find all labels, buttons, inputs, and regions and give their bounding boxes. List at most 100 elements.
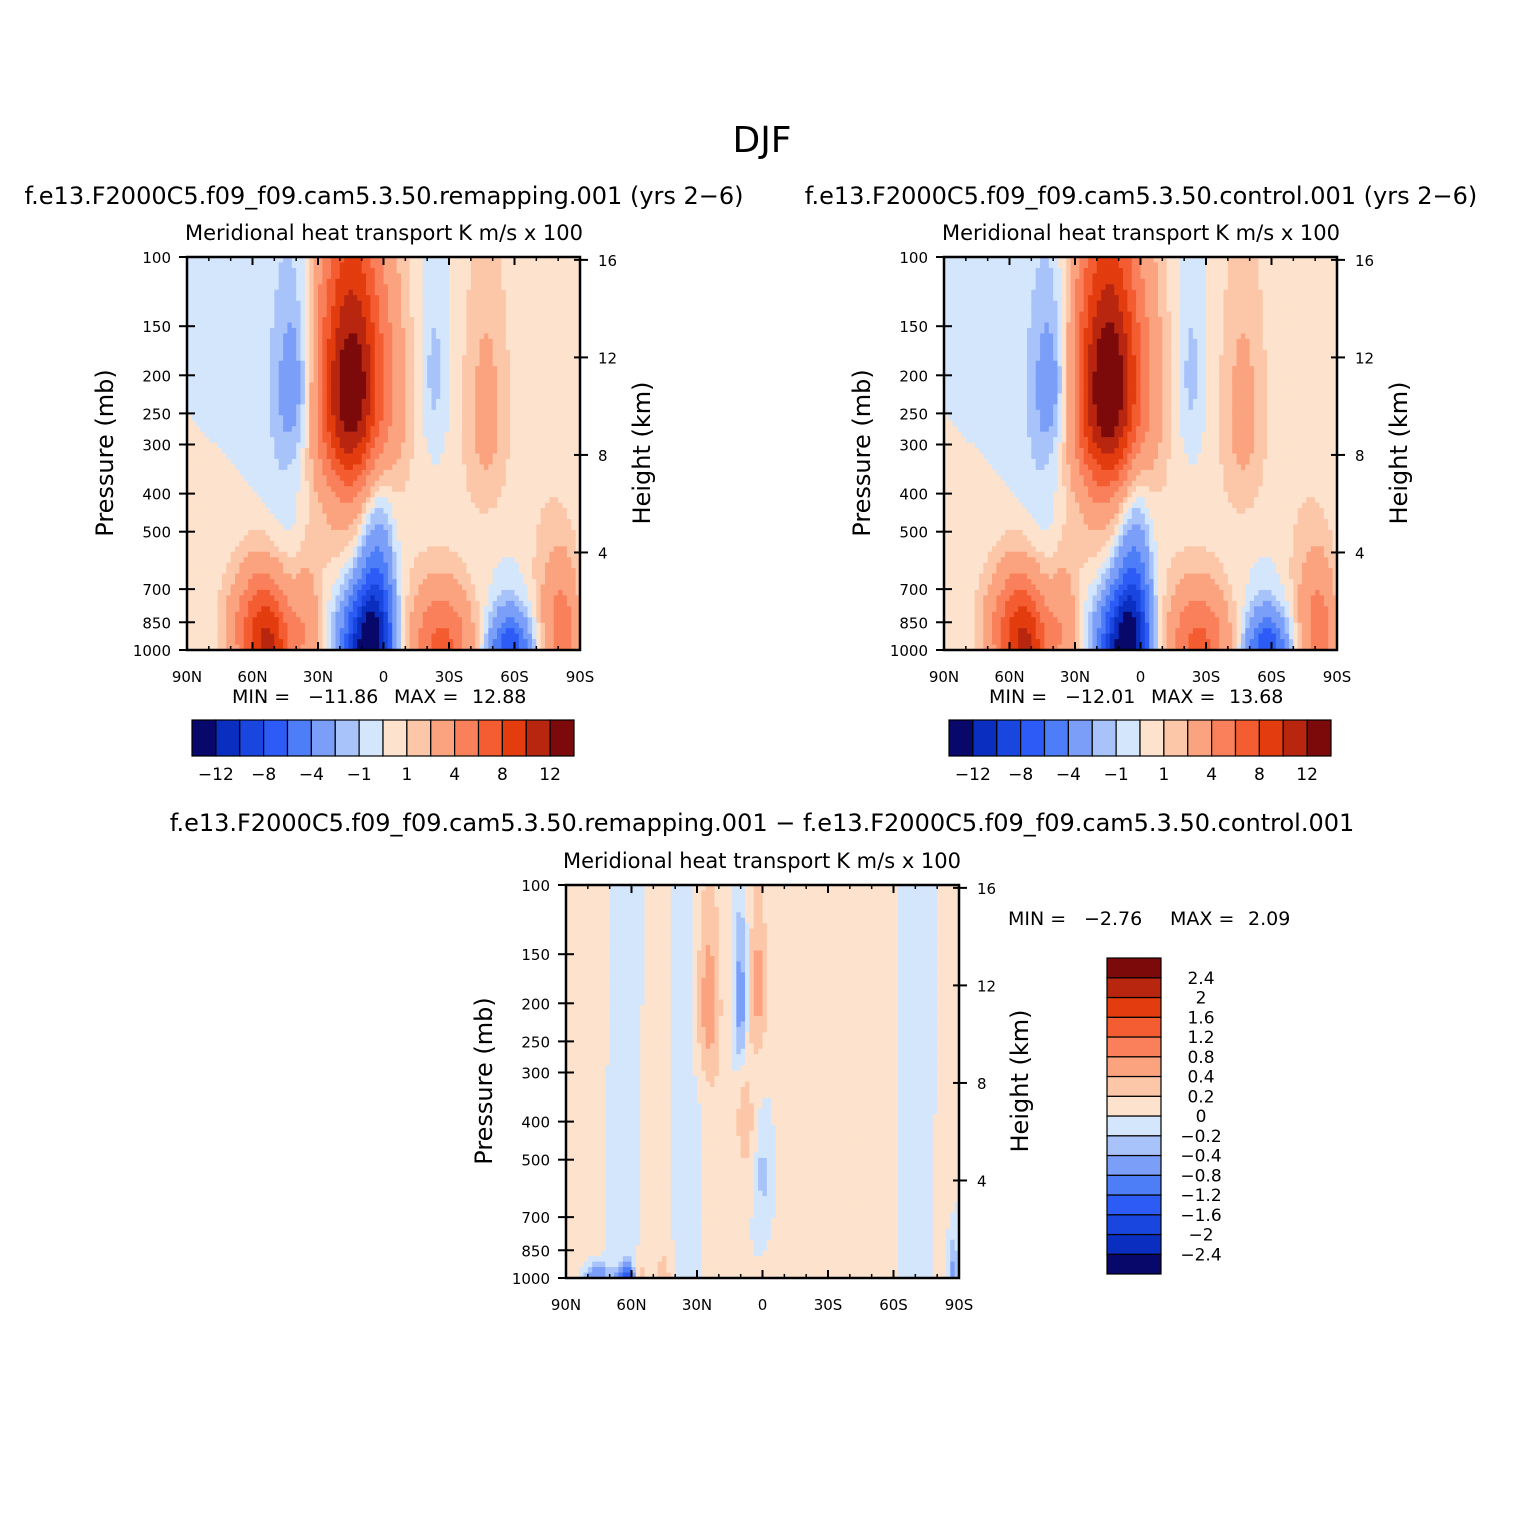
- heatmap-cell: [283, 382, 289, 389]
- heatmap-cell: [361, 573, 367, 580]
- heatmap-cell: [261, 377, 267, 384]
- heatmap-cell: [296, 480, 302, 487]
- heatmap-cell: [418, 278, 424, 285]
- heatmap-cell: [243, 453, 249, 460]
- heatmap-cell: [318, 469, 323, 476]
- heatmap-cell: [243, 420, 249, 427]
- heatmap-cell: [235, 289, 240, 296]
- heatmap-cell: [200, 595, 206, 602]
- heatmap-cell: [213, 398, 219, 405]
- heatmap-cell: [418, 355, 424, 362]
- heatmap-cell: [344, 289, 350, 296]
- heatmap-cell: [187, 633, 192, 640]
- heatmap-cell: [361, 382, 367, 389]
- heatmap-cell: [256, 589, 262, 597]
- heatmap-cell: [370, 589, 376, 597]
- heatmap-cell: [226, 551, 232, 558]
- heatmap-cell: [444, 442, 450, 449]
- heatmap-cell: [483, 480, 489, 487]
- heatmap-cell: [444, 267, 450, 274]
- heatmap-cell: [265, 300, 271, 307]
- heatmap-cell: [374, 579, 380, 586]
- heatmap-cell: [265, 497, 271, 504]
- heatmap-cell: [457, 382, 463, 389]
- heatmap-cell: [405, 628, 411, 635]
- heatmap-cell: [331, 404, 337, 411]
- heatmap-cell: [221, 338, 227, 345]
- heatmap-cell: [352, 366, 358, 373]
- heatmap-cell: [256, 284, 262, 291]
- heatmap-cell: [261, 453, 267, 460]
- heatmap-cell: [387, 535, 393, 542]
- heatmap-cell: [296, 355, 302, 362]
- heatmap-cell: [278, 622, 284, 629]
- heatmap-cell: [392, 573, 398, 580]
- heatmap-cell: [431, 349, 437, 356]
- heatmap-cell: [261, 546, 267, 553]
- heatmap-cell: [261, 333, 267, 340]
- heatmap-cell: [208, 617, 214, 624]
- heatmap-cell: [248, 464, 254, 471]
- heatmap-cell: [475, 628, 481, 635]
- heatmap-cell: [296, 584, 302, 591]
- heatmap-cell: [392, 458, 398, 466]
- heatmap-cell: [335, 622, 341, 629]
- heatmap-cell: [352, 300, 358, 307]
- heatmap-cell: [470, 273, 476, 280]
- heatmap-cell: [269, 573, 275, 580]
- heatmap-cell: [291, 606, 297, 613]
- heatmap-cell: [309, 486, 315, 493]
- heatmap-cell: [339, 524, 345, 531]
- heatmap-cell: [248, 508, 254, 515]
- heatmap-cell: [352, 355, 358, 362]
- heatmap-cell: [335, 366, 341, 373]
- heatmap-cell: [208, 278, 214, 285]
- heatmap-cell: [291, 584, 297, 591]
- heatmap-cell: [427, 639, 433, 646]
- heatmap-cell: [339, 437, 345, 444]
- heatmap-cell: [466, 513, 472, 520]
- heatmap-cell: [235, 529, 240, 536]
- heatmap-cell: [470, 355, 476, 362]
- heatmap-cell: [383, 437, 389, 444]
- heatmap-cell: [278, 398, 284, 405]
- heatmap-cell: [265, 579, 271, 586]
- heatmap-cell: [230, 360, 236, 367]
- heatmap-cell: [409, 540, 415, 547]
- heatmap-cell: [440, 633, 446, 640]
- heatmap-cell: [239, 289, 245, 296]
- heatmap-cell: [479, 366, 485, 373]
- heatmap-cell: [283, 327, 289, 335]
- heatmap-cell: [453, 257, 459, 264]
- heatmap-cell: [300, 540, 306, 547]
- heatmap-cell: [195, 349, 201, 356]
- heatmap-cell: [374, 464, 380, 471]
- heatmap-cell: [453, 611, 459, 618]
- heatmap-cell: [422, 322, 428, 329]
- heatmap-cell: [200, 409, 206, 416]
- heatmap-cell: [221, 262, 227, 269]
- heatmap-cell: [344, 535, 350, 542]
- heatmap-cell: [304, 508, 310, 515]
- heatmap-cell: [374, 366, 380, 373]
- heatmap-cell: [352, 377, 358, 384]
- heatmap-cell: [427, 355, 433, 362]
- heatmap-cell: [252, 464, 258, 471]
- heatmap-cell: [239, 633, 245, 640]
- heatmap-cell: [326, 371, 332, 378]
- heatmap-cell: [348, 491, 354, 498]
- heatmap-cell: [335, 491, 341, 498]
- heatmap-cell: [187, 595, 192, 602]
- heatmap-cell: [304, 262, 310, 269]
- heatmap-cell: [204, 491, 210, 498]
- heatmap-cell: [435, 338, 441, 345]
- heatmap-cell: [187, 502, 192, 509]
- heatmap-cell: [422, 584, 428, 591]
- heatmap-cell: [379, 480, 385, 487]
- heatmap-cell: [335, 519, 341, 526]
- heatmap-cell: [409, 475, 415, 482]
- heatmap-cell: [269, 519, 275, 526]
- heatmap-cell: [379, 579, 385, 586]
- heatmap-cell: [213, 589, 219, 597]
- heatmap-cell: [248, 366, 254, 373]
